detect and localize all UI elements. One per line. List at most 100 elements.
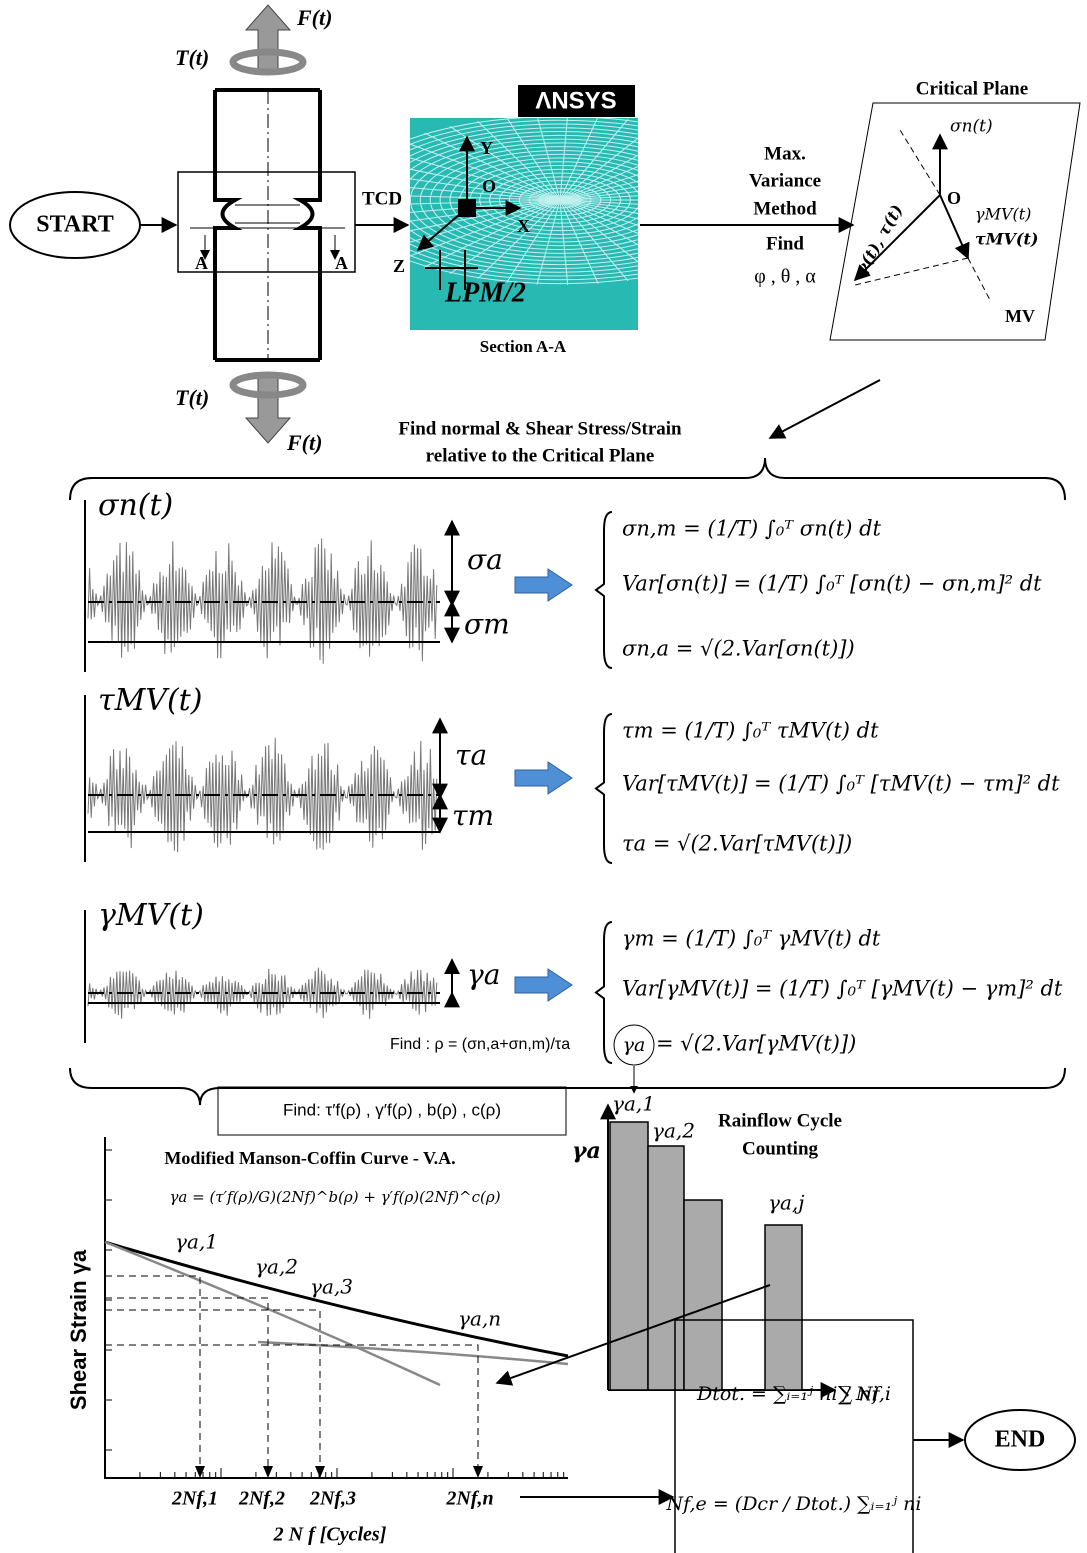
heading: relative to the Critical Plane	[426, 445, 655, 466]
mesh-spoke	[559, 118, 629, 201]
mesh-spoke	[559, 199, 638, 263]
angles-label: φ , θ , α	[754, 266, 816, 288]
mesh-ring	[479, 168, 638, 232]
plane-label: γ(t), τ(t)	[852, 201, 907, 278]
shape-line	[768, 379, 881, 439]
shape-circle	[613, 1024, 655, 1066]
mesh-spoke	[559, 118, 598, 201]
plane-label: γMV(t)	[975, 205, 1031, 224]
mesh-spoke	[559, 195, 638, 201]
signal-trace	[87, 967, 438, 1019]
shape-line	[495, 1284, 771, 1386]
mesh-spoke	[477, 199, 561, 280]
shape-path	[105, 1275, 479, 1476]
mesh-ring	[410, 138, 638, 262]
mesh-spoke	[559, 199, 638, 205]
mesh-spoke	[559, 199, 638, 210]
life-label: 2Nf,n	[445, 1488, 493, 1510]
mesh-spoke	[410, 143, 561, 201]
method-label: Method	[753, 198, 817, 219]
mesh-ring	[410, 118, 638, 285]
mesh-ring	[410, 123, 638, 277]
torque-label: T(t)	[175, 385, 209, 410]
shape-path	[425, 250, 478, 290]
mesh-spoke	[559, 199, 629, 282]
shape-rect	[177, 171, 356, 273]
section-mark: A	[335, 253, 348, 273]
method-label: Variance	[749, 170, 821, 191]
shape-g	[410, 118, 638, 285]
end-label: END	[995, 1427, 1046, 1453]
mesh-spoke	[410, 199, 561, 213]
signal-label: τMV(t)	[98, 683, 202, 718]
mesh-spoke	[559, 174, 638, 201]
shape-path	[257, 1340, 569, 1366]
shape-line	[853, 194, 941, 282]
rainflow-title: Counting	[742, 1138, 819, 1159]
curve-title: Modified Manson-Coffin Curve - V.A.	[164, 1148, 455, 1168]
signal-label: σn(t)	[98, 488, 173, 523]
mesh-spoke	[559, 154, 638, 201]
equation: τm = (1/T) ∫₀ᵀ τMV(t) dt	[622, 719, 879, 743]
heading: Find normal & Shear Stress/Strain	[398, 418, 682, 439]
rho-formula: Find : ρ = (σn,a+σn,m)/τa	[390, 1036, 570, 1053]
mesh-spoke	[410, 168, 561, 201]
signal-trace	[87, 737, 438, 853]
curve-point-label: γa,3	[310, 1275, 353, 1299]
x-axis-label: 2 N f [Cycles]	[273, 1524, 387, 1546]
mesh-spoke	[559, 199, 599, 284]
curve-formula: γa = (τ′f(ρ)/G)(2Nf)^b(ρ) + γ′f(ρ)(2Nf)^…	[169, 1188, 500, 1206]
ansys-logo: ΛNSYS	[535, 87, 616, 114]
torque-label: T(t)	[175, 45, 209, 70]
shape-g	[609, 1121, 803, 1391]
shape-path	[244, 377, 292, 444]
signal-trace	[87, 538, 438, 664]
shape-rect	[217, 1086, 567, 1136]
section-mark: A	[195, 253, 208, 273]
equation: σn,m = (1/T) ∫₀ᵀ σn(t) dt	[622, 517, 882, 541]
mesh-spoke	[559, 199, 638, 214]
mesh-spoke	[506, 118, 561, 201]
plane-label: O	[947, 188, 961, 208]
equation: γm = (1/T) ∫₀ᵀ γMV(t) dt	[622, 927, 881, 951]
mesh-ring	[419, 146, 638, 254]
bar-label: γa,1	[612, 1092, 655, 1116]
mesh-ring	[429, 149, 638, 251]
eq-bracket	[594, 921, 613, 1064]
shape-ellipse	[229, 371, 307, 399]
axis-label: O	[482, 176, 496, 196]
plane-label: MV	[1005, 306, 1035, 326]
mean-label: τm	[452, 799, 494, 832]
amp-label: τa	[455, 739, 487, 772]
mesh-spoke	[559, 199, 638, 220]
curve-point-label: γa,2	[255, 1255, 298, 1279]
mesh-spoke	[477, 120, 561, 201]
mesh-spoke	[559, 118, 568, 201]
mesh-spoke	[559, 199, 569, 285]
mesh-ring	[410, 134, 638, 266]
equation: τa = √(2.Var[τMV(t)])	[622, 832, 852, 856]
force-label: F(t)	[286, 430, 322, 455]
mesh-spoke	[559, 180, 638, 201]
mesh-spoke	[410, 199, 561, 232]
method-label: Find	[766, 233, 804, 254]
life-label: 2Nf,2	[238, 1488, 285, 1510]
shape-rect	[647, 1145, 685, 1391]
mesh-spoke	[559, 199, 638, 246]
method-label: Max.	[764, 143, 806, 164]
damage-formula: Dtot. = ∑ᵢ₌₁ʲ ni / Nf,i	[696, 1383, 891, 1405]
curve-point-label: γa,1	[175, 1230, 218, 1254]
plane-label: σn(t)	[950, 117, 993, 137]
force-label: F(t)	[296, 5, 332, 30]
mesh-spoke	[410, 195, 561, 201]
shape-path	[854, 129, 991, 301]
curve-point-label: γa,n	[458, 1307, 501, 1331]
axis-label: X	[517, 216, 530, 236]
gamma-circle: γa	[623, 1034, 646, 1056]
shape-rect	[458, 199, 476, 217]
mesh-spoke	[537, 118, 561, 201]
equation: σn,a = √(2.Var[σn(t)])	[622, 637, 855, 661]
mesh-spoke	[559, 199, 638, 226]
equation: Var[γMV(t)] = (1/T) ∫₀ᵀ [γMV(t) − γm]² d…	[622, 977, 1063, 1001]
